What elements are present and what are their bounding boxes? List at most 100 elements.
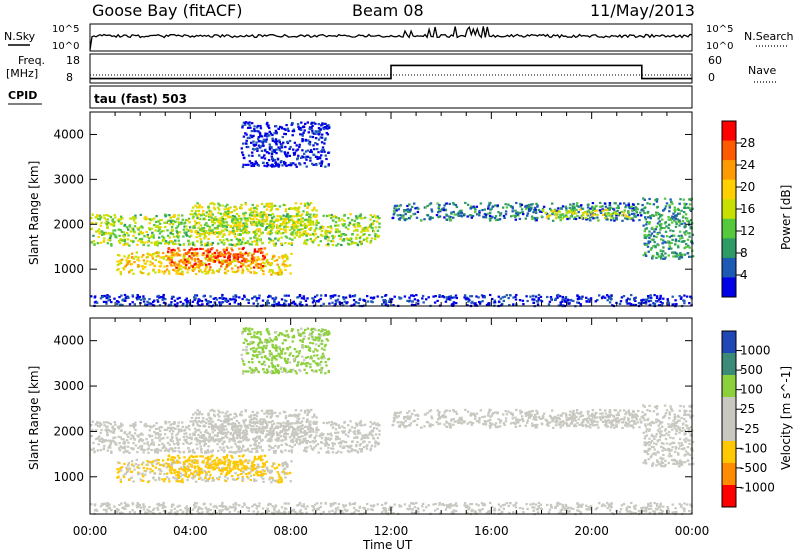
power-cell (150, 227, 154, 230)
velocity-cell (327, 437, 330, 440)
power-cell (343, 300, 346, 303)
power-cell (177, 214, 180, 217)
power-cell (270, 152, 274, 155)
power-cell (247, 254, 250, 257)
power-cell (182, 243, 185, 247)
velocity-cell (115, 443, 118, 446)
power-cell (222, 239, 225, 242)
power-cell (566, 217, 569, 221)
velocity-cell (140, 463, 144, 466)
power-cell (196, 264, 199, 267)
power-cell (159, 242, 163, 245)
power-cell (644, 251, 647, 254)
power-cell (528, 209, 531, 212)
velocity-cell (358, 444, 362, 447)
power-cell (213, 218, 216, 221)
power-cell (625, 300, 628, 304)
power-cell (255, 220, 258, 224)
velocity-cell (192, 422, 195, 425)
power-cell (142, 259, 146, 262)
velocity-cell (369, 447, 373, 450)
velocity-cell (204, 474, 208, 477)
power-cell (275, 131, 278, 134)
power-cell (121, 303, 124, 307)
power-cell (254, 224, 257, 227)
power-cell (300, 218, 303, 221)
power-cell (166, 241, 169, 244)
velocity-cell (367, 433, 370, 436)
power-cell (107, 232, 110, 235)
power-cell (243, 230, 247, 234)
velocity-cell (327, 446, 330, 449)
power-cell (626, 218, 629, 221)
velocity-cell (352, 449, 356, 452)
power-cell (251, 122, 254, 125)
power-cell (514, 298, 518, 301)
power-cell (352, 223, 355, 226)
power-cell (197, 266, 201, 269)
power-cell (291, 224, 294, 227)
velocity-cell (313, 437, 317, 440)
power-cell (158, 304, 162, 307)
power-cell (257, 266, 260, 269)
power-cell (649, 217, 652, 220)
velocity-cell (156, 450, 159, 453)
power-cell (265, 165, 269, 168)
power-cell (569, 215, 573, 218)
power-cell (343, 219, 346, 222)
power-cell (251, 223, 254, 226)
velocity-cell (132, 436, 135, 439)
power-cell (482, 215, 485, 218)
power-cell (655, 200, 659, 203)
power-cell (647, 295, 650, 298)
velocity-cell (376, 422, 379, 425)
power-cell (304, 239, 307, 242)
power-cell (247, 145, 250, 149)
velocity-cell (305, 449, 308, 452)
power-cell (282, 260, 285, 263)
power-cell (240, 242, 243, 246)
velocity-cell (208, 436, 211, 439)
power-cell (389, 297, 392, 300)
power-cell (261, 220, 264, 223)
power-cell (270, 207, 273, 210)
power-cell (262, 273, 265, 276)
power-cell (274, 219, 277, 222)
power-cell (235, 217, 238, 221)
velocity-cell (356, 440, 359, 444)
power-cell (288, 219, 291, 222)
power-cell (206, 303, 209, 306)
power-cell (206, 241, 210, 244)
power-cell (196, 232, 199, 236)
power-cell (140, 255, 144, 258)
power-cell (531, 298, 535, 301)
power-cell (499, 212, 502, 215)
velocity-cell (198, 442, 201, 445)
power-cell (650, 247, 653, 250)
power-cell (633, 212, 636, 215)
power-cell (288, 228, 292, 232)
power-cell (374, 235, 377, 238)
power-cell (612, 207, 615, 210)
power-cell (231, 298, 235, 301)
power-cell (175, 227, 178, 230)
power-cell (213, 232, 216, 235)
power-cell (106, 218, 109, 221)
power-cell (153, 252, 156, 255)
power-cell (190, 247, 193, 250)
power-cell (300, 224, 303, 227)
power-cell (300, 156, 303, 159)
frequency-series-line (90, 64, 692, 80)
power-cell (502, 299, 505, 302)
power-cell (235, 212, 239, 216)
power-cell (227, 256, 230, 259)
power-cell (162, 293, 165, 297)
power-cell (678, 255, 682, 258)
power-cell (191, 300, 195, 303)
power-cell (196, 216, 199, 219)
power-cell (268, 126, 271, 130)
velocity-cell (150, 443, 153, 446)
velocity-cell (105, 425, 108, 428)
power-cell (636, 214, 640, 217)
power-cell (125, 259, 128, 262)
